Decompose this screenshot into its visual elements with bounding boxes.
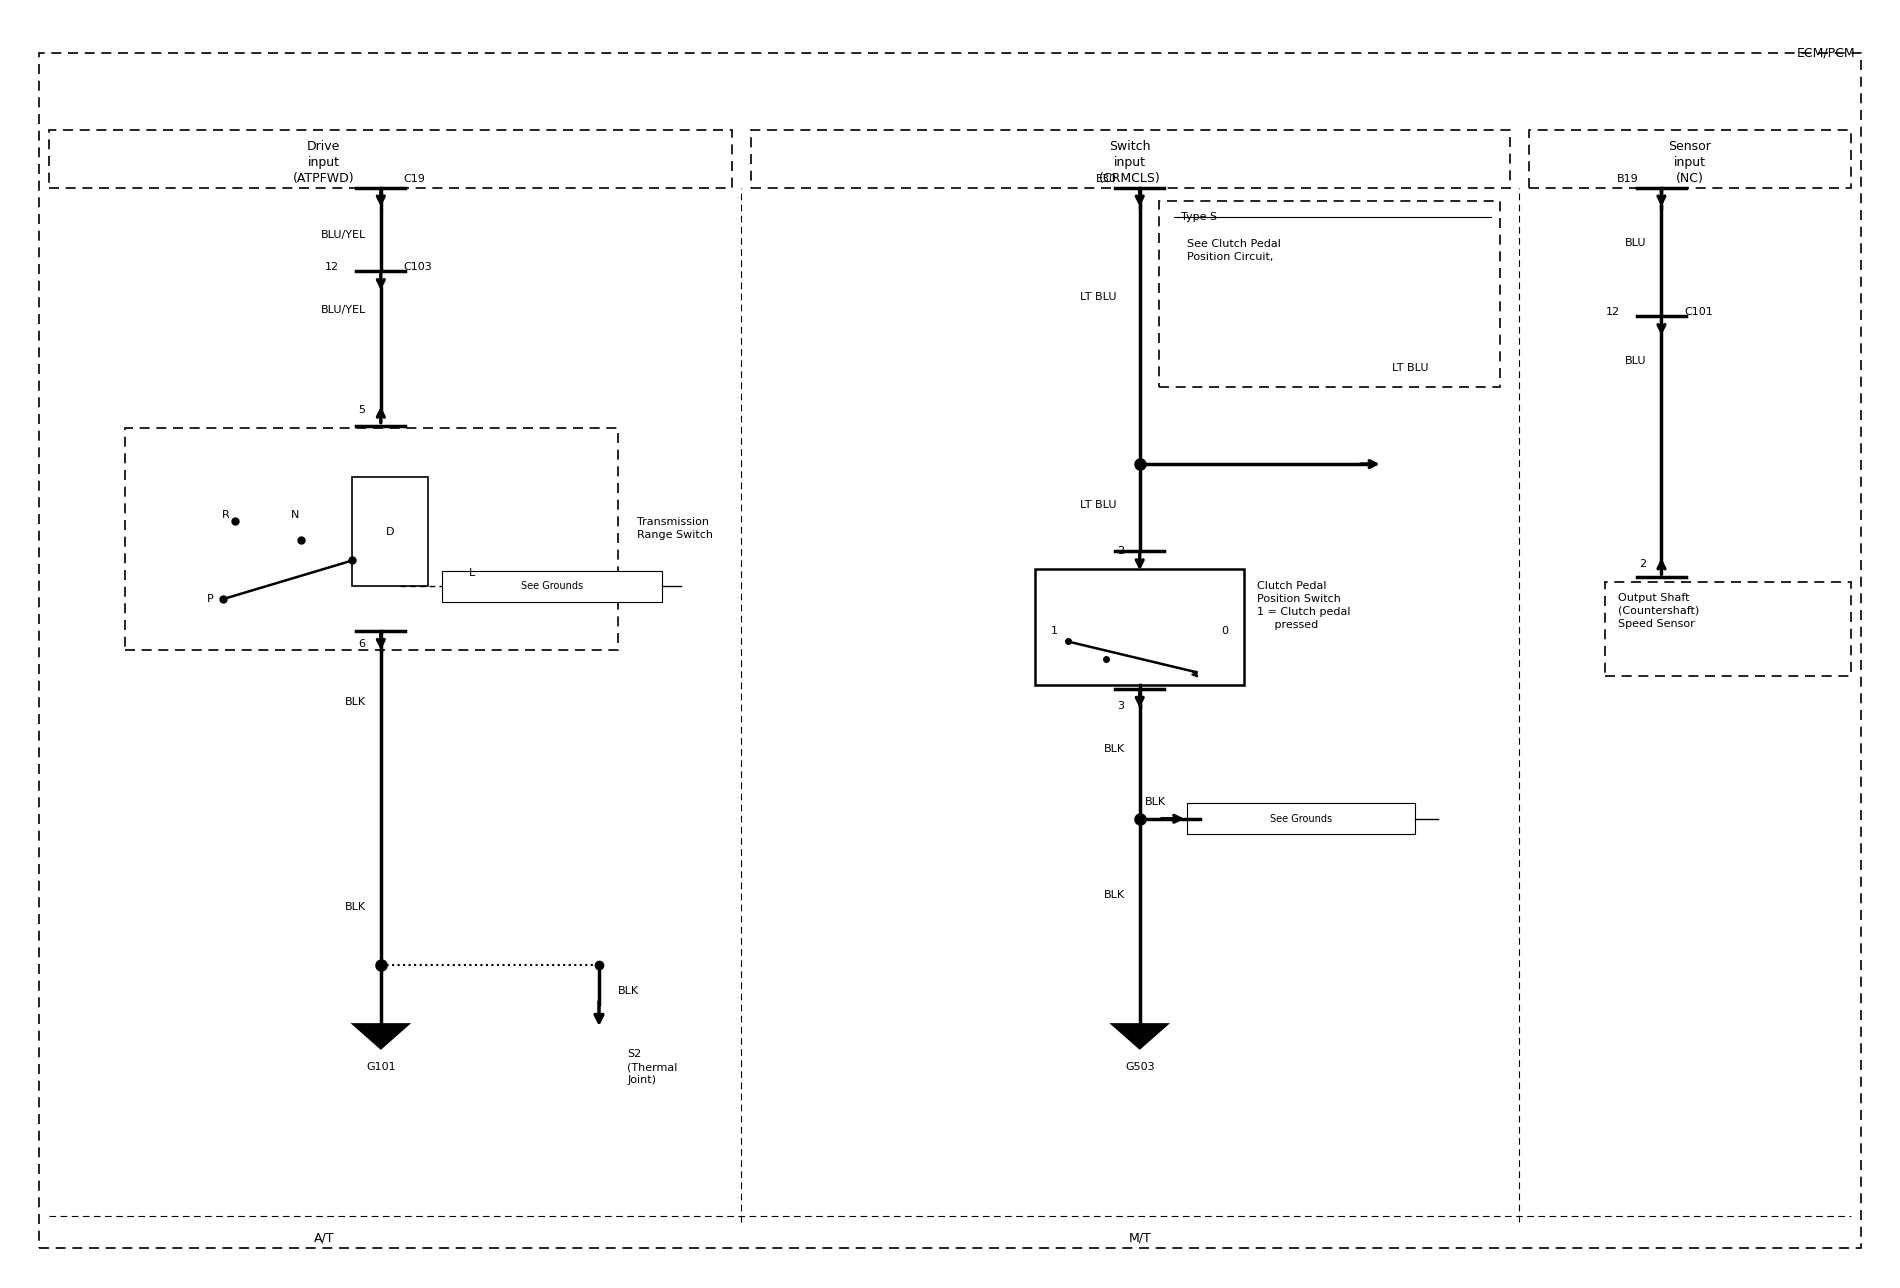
Polygon shape (1110, 1023, 1170, 1050)
Text: Output Shaft
(Countershaft)
Speed Sensor: Output Shaft (Countershaft) Speed Sensor (1617, 592, 1699, 629)
Text: LT BLU: LT BLU (1081, 500, 1117, 510)
Text: C103: C103 (403, 263, 433, 273)
Text: 5: 5 (359, 406, 365, 415)
Text: A/T: A/T (314, 1231, 334, 1244)
Text: BLK: BLK (1104, 744, 1125, 755)
Text: BLU/YEL: BLU/YEL (321, 231, 365, 241)
Text: See Clutch Pedal
Position Circuit,: See Clutch Pedal Position Circuit, (1188, 240, 1281, 263)
Text: M/T: M/T (1129, 1231, 1151, 1244)
Text: P: P (207, 594, 213, 604)
Text: N: N (291, 510, 300, 520)
Text: Type S: Type S (1182, 213, 1218, 222)
Text: 2: 2 (1117, 546, 1125, 556)
Text: 12: 12 (1606, 308, 1619, 317)
Text: D: D (386, 527, 395, 537)
Polygon shape (350, 1023, 410, 1050)
Text: B19: B19 (1617, 174, 1638, 184)
Text: See Grounds: See Grounds (521, 581, 583, 591)
Text: BLK: BLK (344, 697, 365, 707)
Text: C19: C19 (403, 174, 426, 184)
Text: Switch
input
(CRMCLS): Switch input (CRMCLS) (1100, 139, 1161, 184)
Text: G503: G503 (1125, 1061, 1155, 1072)
Text: E30: E30 (1096, 174, 1117, 184)
Text: BLU: BLU (1624, 357, 1645, 366)
Text: BLK: BLK (344, 903, 365, 912)
Text: Sensor
input
(NC): Sensor input (NC) (1668, 139, 1712, 184)
Text: BLK: BLK (618, 987, 638, 996)
Text: BLK: BLK (1104, 890, 1125, 899)
Text: Drive
input
(ATPFWD): Drive input (ATPFWD) (293, 139, 355, 184)
Text: L: L (469, 568, 475, 578)
Text: 1: 1 (1051, 626, 1058, 636)
Text: 12: 12 (325, 263, 338, 273)
Text: LT BLU: LT BLU (1081, 292, 1117, 301)
Text: S2
(Thermal
Joint): S2 (Thermal Joint) (627, 1048, 678, 1086)
Text: Transmission
Range Switch: Transmission Range Switch (636, 516, 712, 540)
Text: Clutch Pedal
Position Switch
1 = Clutch pedal
     pressed: Clutch Pedal Position Switch 1 = Clutch … (1258, 581, 1351, 630)
Text: C101: C101 (1683, 308, 1714, 317)
Text: R: R (222, 510, 230, 520)
FancyBboxPatch shape (1036, 569, 1244, 685)
Text: 2: 2 (1640, 559, 1645, 569)
Text: See Grounds: See Grounds (1269, 814, 1332, 824)
Text: ECM/PCM: ECM/PCM (1796, 46, 1854, 59)
Text: BLU/YEL: BLU/YEL (321, 305, 365, 314)
FancyBboxPatch shape (352, 477, 428, 586)
Text: 6: 6 (359, 639, 365, 649)
Text: BLU: BLU (1624, 238, 1645, 249)
Text: LT BLU: LT BLU (1391, 363, 1429, 372)
Text: G101: G101 (367, 1061, 395, 1072)
FancyBboxPatch shape (441, 571, 661, 601)
Text: 0: 0 (1222, 626, 1229, 636)
Text: 3: 3 (1117, 701, 1125, 711)
Text: BLK: BLK (1146, 797, 1167, 808)
FancyBboxPatch shape (1188, 804, 1416, 835)
